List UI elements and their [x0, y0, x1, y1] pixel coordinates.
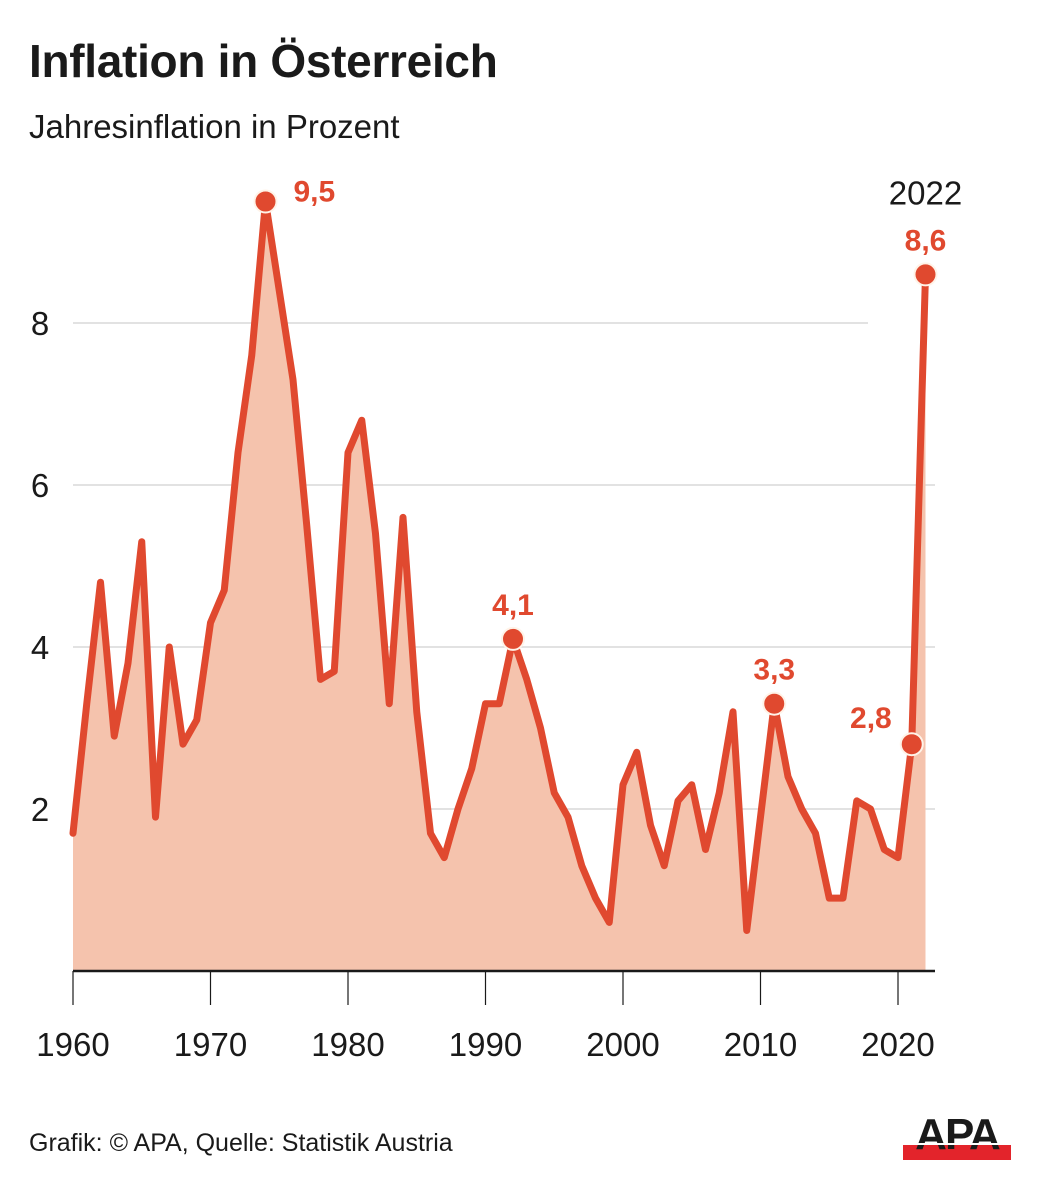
year-label: 2022: [889, 174, 962, 211]
highlight-point: [762, 691, 787, 716]
x-tick-label: 1960: [36, 1026, 109, 1063]
logo-red-bar: [903, 1144, 1011, 1160]
x-tick-label: 2020: [861, 1026, 934, 1063]
highlight-point: [501, 626, 525, 651]
highlight-point: [253, 189, 278, 214]
x-axis: [72, 969, 935, 1005]
x-tick-label: 1990: [449, 1026, 522, 1063]
y-tick-label: 4: [31, 629, 49, 666]
data-label: 8,6: [905, 224, 947, 257]
data-label: 2,8: [850, 702, 892, 735]
x-tick-label: 2000: [586, 1026, 659, 1063]
data-label: 3,3: [753, 654, 795, 687]
annotations: 9,5 4,1 3,3 2,8 8,6 2022: [253, 174, 962, 757]
apa-logo: APA: [903, 1112, 1011, 1160]
x-tick-label: 2010: [724, 1026, 797, 1063]
x-tick-label: 1980: [311, 1026, 384, 1063]
highlight-point: [913, 262, 938, 287]
data-label: 4,1: [492, 589, 534, 622]
chart-title: Inflation in Österreich: [29, 35, 498, 87]
logo-divider: [903, 1143, 1011, 1145]
y-tick-label: 6: [31, 467, 49, 504]
y-tick-label: 8: [31, 305, 49, 342]
highlight-point: [899, 732, 924, 757]
x-axis-labels: 1960 1970 1980 1990 2000 2010 2020: [36, 1026, 934, 1063]
inflation-line: [69, 198, 929, 934]
x-tick-label: 1970: [174, 1026, 247, 1063]
data-label: 9,5: [294, 176, 336, 209]
logo-text: APA: [915, 1112, 1000, 1159]
y-tick-label: 2: [31, 791, 49, 828]
chart-subtitle: Jahresinflation in Prozent: [29, 108, 400, 145]
area-fill: [73, 201, 926, 971]
y-axis-labels: 2 4 6 8: [31, 305, 49, 828]
source-credit: Grafik: © APA, Quelle: Statistik Austria: [29, 1129, 453, 1157]
